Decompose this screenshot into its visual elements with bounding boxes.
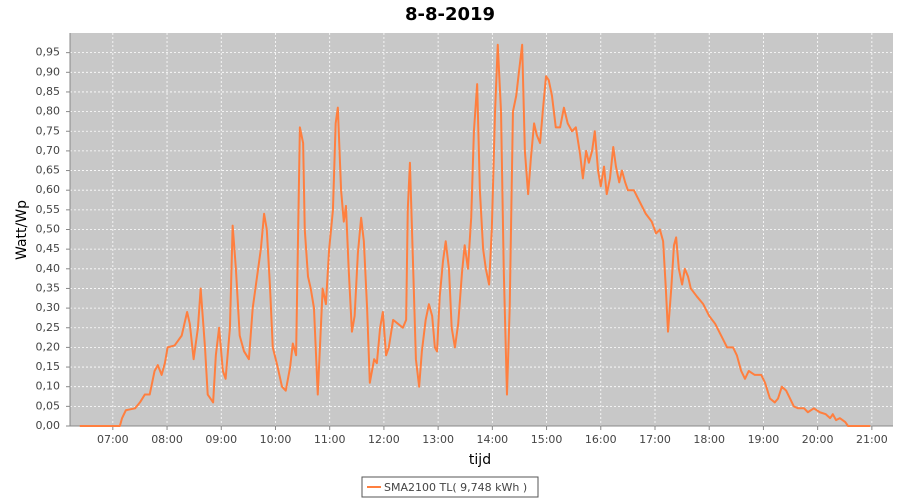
y-tick-label: 0,90 [36,65,61,78]
y-axis-label: Watt/Wp [14,200,30,260]
x-tick-label: 15:00 [531,433,563,446]
x-tick-label: 11:00 [314,433,346,446]
x-tick-label: 19:00 [748,433,780,446]
y-tick-label: 0,55 [36,203,61,216]
y-tick-label: 0,95 [36,46,61,59]
x-tick-label: 10:00 [260,433,292,446]
x-tick-label: 17:00 [639,433,671,446]
x-tick-label: 13:00 [422,433,454,446]
x-tick-label: 12:00 [368,433,400,446]
y-tick-label: 0,25 [36,321,61,334]
y-tick-label: 0,85 [36,85,61,98]
y-tick-label: 0,35 [36,281,61,294]
x-tick-label: 09:00 [205,433,237,446]
y-tick-label: 0,70 [36,144,61,157]
x-tick-label: 08:00 [151,433,183,446]
x-tick-label: 07:00 [97,433,129,446]
x-tick-label: 20:00 [802,433,834,446]
y-tick-label: 0,40 [36,262,61,275]
legend-label: SMA2100 TL( 9,748 kWh ) [384,481,527,494]
data-line [79,43,871,427]
legend-box [361,476,539,498]
y-tick-label: 0,50 [36,223,61,236]
y-tick-label: 0,10 [36,380,61,393]
y-tick-label: 0,30 [36,301,61,314]
y-tick-label: 0,05 [36,399,61,412]
y-tick-label: 0,20 [36,340,61,353]
y-tick-label: 0,00 [36,419,61,432]
x-axis-label: tijd [469,452,491,468]
chart-title: 8-8-2019 [405,4,495,25]
x-tick-label: 16:00 [585,433,617,446]
x-tick-label: 21:00 [856,433,888,446]
y-tick-label: 0,65 [36,164,61,177]
y-tick-label: 0,60 [36,183,61,196]
y-tick-label: 0,80 [36,105,61,118]
y-tick-label: 0,75 [36,124,61,137]
y-tick-label: 0,45 [36,242,61,255]
x-tick-label: 18:00 [693,433,725,446]
x-tick-label: 14:00 [476,433,508,446]
y-tick-label: 0,15 [36,360,61,373]
